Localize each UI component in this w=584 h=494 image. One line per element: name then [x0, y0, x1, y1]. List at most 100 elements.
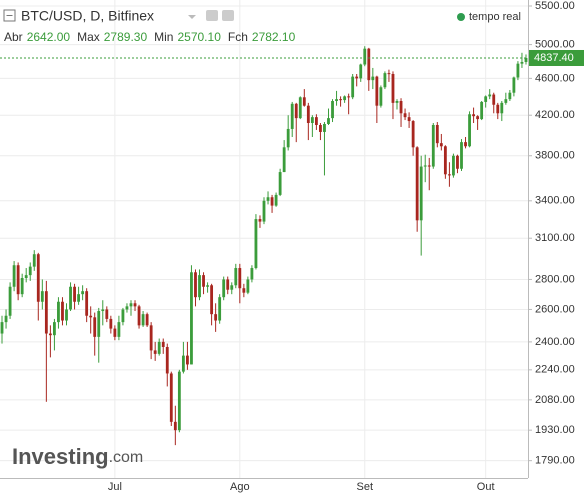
candle-body: [319, 124, 322, 132]
candle-body: [32, 254, 36, 267]
candle-body: [141, 314, 145, 326]
x-tick-label: Ago: [230, 481, 250, 493]
candle-body: [238, 268, 242, 289]
y-tick-label: 5500.00: [535, 0, 575, 12]
candle-body: [262, 200, 266, 222]
candle-body: [375, 76, 379, 106]
candle-body: [456, 155, 459, 169]
y-tick-label: 2240.00: [535, 364, 575, 376]
x-tick-label: Set: [357, 481, 374, 493]
candle-body: [314, 117, 318, 125]
y-tick-label: 2800.00: [535, 273, 575, 285]
info-value: 2642.00: [27, 30, 71, 44]
candle-body: [4, 315, 8, 323]
candle-body: [480, 101, 484, 120]
last-price-label: 4837.40: [534, 52, 574, 64]
watermark: Investing.com: [12, 444, 143, 469]
candle-body: [105, 309, 109, 319]
candle-body: [274, 194, 278, 206]
candle-body: [464, 142, 467, 147]
candle-body: [359, 64, 363, 79]
candle-body: [427, 165, 431, 167]
candle-body: [439, 143, 443, 147]
candle-body: [53, 322, 56, 336]
candle-body: [210, 285, 214, 315]
candle-body: [65, 309, 68, 321]
candle-body: [202, 275, 205, 287]
candle-body: [20, 278, 24, 295]
candle-body: [69, 286, 72, 310]
candle-body: [508, 92, 512, 100]
candle-body: [246, 279, 250, 293]
y-tick-label: 3800.00: [535, 150, 575, 162]
settings-icon[interactable]: [222, 10, 234, 21]
candle-body: [218, 297, 222, 321]
y-tick-label: 3400.00: [535, 195, 575, 207]
candle-body: [161, 341, 165, 347]
candle-body: [48, 333, 52, 336]
candle-body: [125, 306, 129, 310]
candle-body: [472, 114, 475, 117]
candle-body: [282, 147, 286, 173]
candle-body: [250, 268, 254, 280]
camera-icon[interactable]: [206, 10, 218, 21]
candle-body: [452, 155, 455, 176]
candle-body: [520, 61, 524, 64]
candle-body: [443, 146, 447, 175]
candle-body: [492, 94, 496, 105]
candle-body: [169, 373, 173, 422]
status-dot: [457, 13, 465, 21]
candle-body: [484, 96, 488, 102]
candle-body: [306, 105, 310, 124]
y-tick-label: 2400.00: [535, 336, 575, 348]
dropdown-icon[interactable]: [188, 15, 196, 19]
info-value: 2570.10: [177, 30, 221, 44]
candle-body: [419, 166, 423, 221]
candle-body: [101, 309, 105, 312]
info-name: Max: [77, 30, 100, 44]
chart-title: BTC/USD, D, Bitfinex: [21, 8, 154, 24]
status-label: tempo real: [469, 11, 521, 23]
candle-body: [137, 306, 141, 326]
candle-body: [323, 123, 326, 132]
candle-body: [302, 97, 306, 106]
candle-body: [129, 303, 133, 307]
info-name: Abr: [4, 30, 23, 44]
candle-body: [339, 99, 342, 101]
candle-body: [89, 315, 93, 318]
candle-body: [12, 265, 16, 287]
candle-body: [258, 219, 262, 222]
candle-body: [234, 268, 238, 286]
candle-body: [198, 275, 201, 298]
candle-body: [165, 346, 169, 374]
candle-body: [230, 285, 234, 290]
candle-body: [121, 309, 125, 323]
candle-body: [371, 76, 375, 81]
y-tick-label: 2080.00: [535, 394, 575, 406]
candle-body: [93, 317, 97, 337]
candle-body: [399, 101, 403, 114]
candle-body: [181, 355, 185, 372]
candle-body: [391, 73, 395, 103]
candle-body: [476, 116, 480, 120]
candle-body: [460, 142, 463, 169]
candle-body: [351, 76, 355, 98]
candle-body: [524, 57, 528, 62]
candle-body: [447, 174, 451, 176]
candle-body: [0, 322, 4, 334]
candle-body: [149, 325, 153, 351]
candle-body: [16, 265, 20, 295]
candle-body: [133, 303, 137, 307]
candle-body: [40, 291, 44, 302]
candle-body: [387, 73, 391, 75]
info-name: Fch: [228, 30, 248, 44]
candle-body: [343, 96, 347, 101]
info-value: 2789.30: [104, 30, 148, 44]
candle-body: [57, 301, 60, 323]
candle-body: [266, 197, 270, 201]
candle-body: [177, 371, 181, 431]
candle-body: [504, 99, 508, 103]
